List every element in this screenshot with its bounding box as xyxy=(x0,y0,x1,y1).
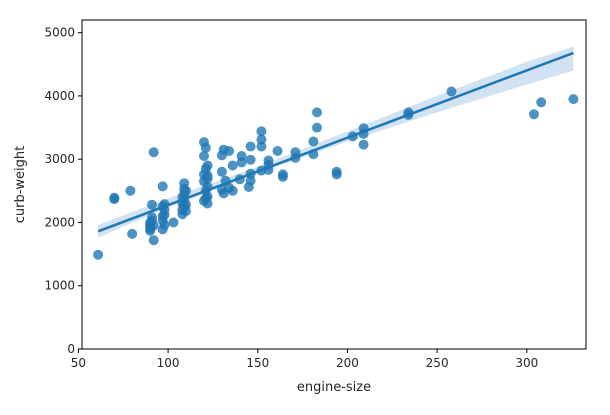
scatter-point xyxy=(536,97,547,108)
scatter-point xyxy=(568,94,579,105)
scatter-point xyxy=(202,198,213,209)
scatter-point xyxy=(272,146,283,156)
scatter-point xyxy=(200,142,211,153)
x-tick-label: 300 xyxy=(515,356,538,370)
scatter-point xyxy=(312,122,322,133)
scatter-point xyxy=(312,107,322,118)
scatter-point xyxy=(125,185,136,196)
scatter-point xyxy=(256,126,267,137)
y-tick-label: 3000 xyxy=(44,152,75,166)
scatter-point xyxy=(147,212,157,223)
scatter-point xyxy=(109,192,120,203)
plot-area xyxy=(81,19,587,350)
scatter-point xyxy=(245,175,256,186)
scatter-point xyxy=(202,170,213,181)
x-axis-label: engine-size xyxy=(297,380,371,395)
scatter-point xyxy=(181,185,191,196)
x-tick-label: 100 xyxy=(157,356,180,370)
scatter-point xyxy=(277,169,288,180)
y-tick-label: 0 xyxy=(67,342,75,356)
scatter-point xyxy=(227,185,238,196)
scatter-point xyxy=(224,146,235,156)
scatter-point xyxy=(446,86,457,97)
y-tick-label: 2000 xyxy=(44,215,75,229)
regression-line xyxy=(97,51,574,233)
scatter-point xyxy=(147,199,157,210)
scatter-point xyxy=(245,141,256,152)
x-tick-label: 150 xyxy=(246,356,269,370)
scatter-point xyxy=(148,235,159,246)
scatter-point xyxy=(179,178,190,189)
scatter-point xyxy=(308,136,319,147)
y-axis-label: curb-weight xyxy=(13,146,28,224)
scatter-point xyxy=(331,166,342,177)
scatter-point xyxy=(263,155,274,166)
y-tick-label: 1000 xyxy=(44,279,75,293)
plot-frame xyxy=(81,19,587,350)
scatter-point xyxy=(358,139,369,150)
y-axis-ticks: 0 1000 2000 3000 4000 5000 xyxy=(44,26,82,356)
scatter-point xyxy=(245,154,256,165)
scatter-point xyxy=(202,160,213,171)
scatter-point xyxy=(256,141,267,152)
scatter-point xyxy=(157,181,168,192)
scatter-point xyxy=(202,191,213,202)
scatter-point xyxy=(529,109,539,120)
scatter-point xyxy=(227,160,238,171)
x-tick-label: 200 xyxy=(336,356,359,370)
scatter-point xyxy=(148,147,159,158)
x-tick-label: 50 xyxy=(71,356,86,370)
scatter-points xyxy=(93,86,579,260)
scatter-point xyxy=(181,199,191,210)
scatter-point xyxy=(216,166,227,177)
y-tick-label: 5000 xyxy=(44,26,75,40)
y-tick-label: 4000 xyxy=(44,89,75,103)
x-axis-ticks: 50 100 150 200 250 300 xyxy=(71,349,538,370)
scatter-point xyxy=(256,134,267,145)
x-tick-label: 250 xyxy=(426,356,449,370)
scatter-point xyxy=(199,151,209,161)
scatter-point xyxy=(236,151,247,161)
regression-line-layer xyxy=(97,51,574,233)
scatter-point xyxy=(127,228,138,239)
scatter-point xyxy=(148,220,159,231)
scatter-point xyxy=(93,249,104,260)
scatter-point xyxy=(290,147,301,158)
scatter-point xyxy=(159,220,170,230)
scatter-point xyxy=(168,217,179,228)
